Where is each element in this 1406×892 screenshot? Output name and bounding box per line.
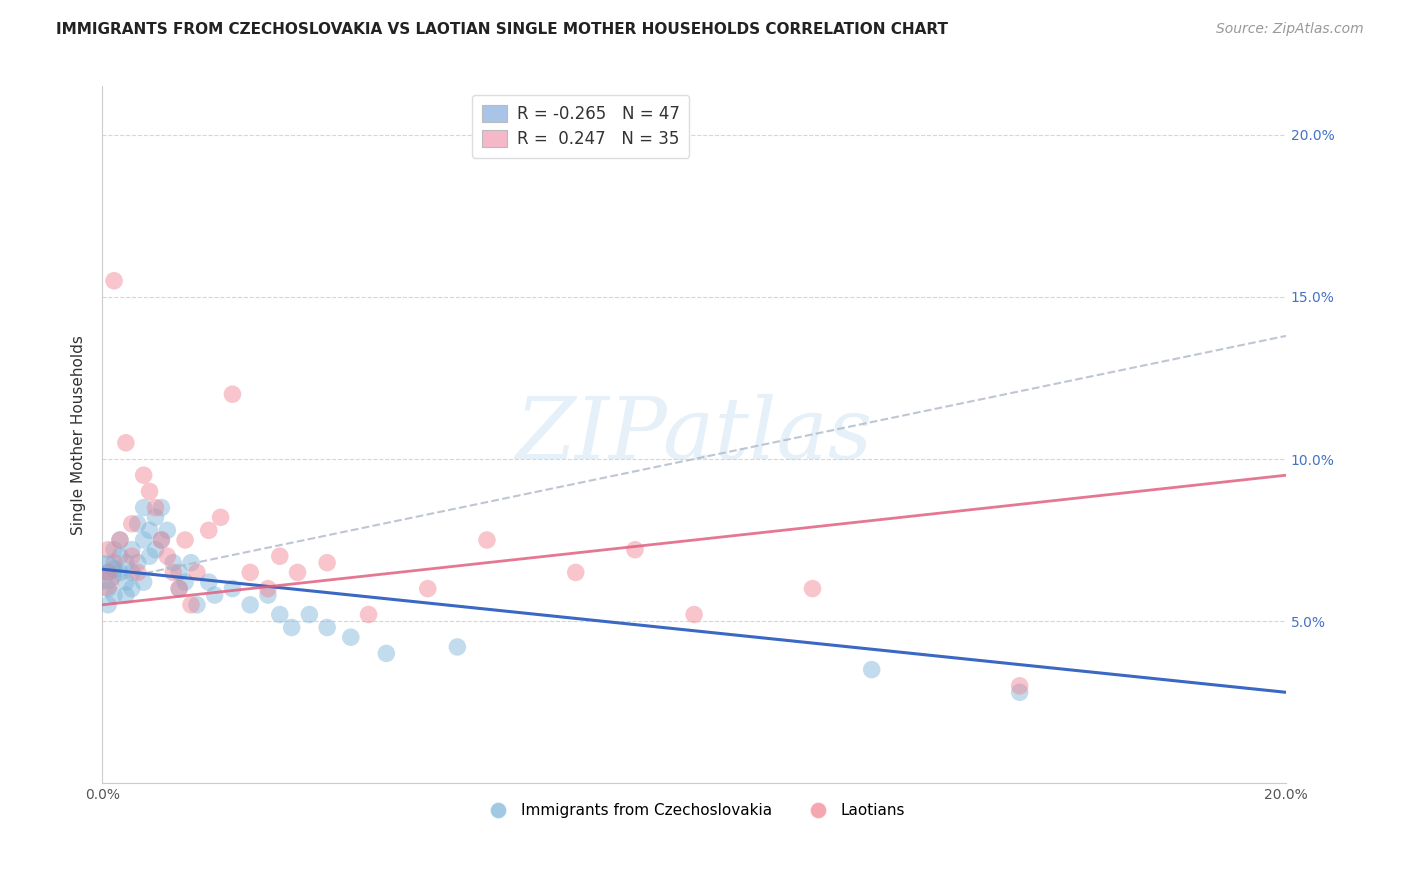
Point (1008, 679, 1031, 693)
Point (174, 533, 197, 547)
Point (180, 598, 202, 612)
Point (316, 620, 339, 634)
Point (121, 542, 143, 557)
Point (287, 566, 309, 580)
Text: IMMIGRANTS FROM CZECHOSLOVAKIA VS LAOTIAN SINGLE MOTHER HOUSEHOLDS CORRELATION C: IMMIGRANTS FROM CZECHOSLOVAKIA VS LAOTIA… (56, 22, 948, 37)
Point (186, 598, 208, 612)
Point (97, 566, 120, 580)
Point (145, 510, 167, 524)
Point (108, 566, 131, 580)
Point (801, 582, 824, 596)
Point (138, 484, 160, 499)
Point (316, 556, 339, 570)
Point (103, 556, 125, 570)
Point (416, 582, 439, 596)
Point (357, 607, 380, 622)
Point (115, 575, 138, 590)
Point (186, 566, 208, 580)
Point (127, 516, 149, 531)
Point (150, 533, 173, 547)
Point (197, 575, 219, 590)
Point (375, 647, 398, 661)
Point (221, 582, 243, 596)
Point (167, 566, 190, 580)
Point (257, 582, 280, 596)
Point (162, 556, 184, 570)
Point (97, 566, 120, 580)
Point (269, 607, 291, 622)
Point (180, 556, 202, 570)
Point (108, 533, 131, 547)
Point (298, 607, 321, 622)
Point (197, 523, 219, 537)
Point (121, 566, 143, 580)
Point (1008, 685, 1031, 699)
Point (121, 516, 143, 531)
Point (115, 588, 138, 602)
Point (150, 500, 173, 515)
Point (269, 549, 291, 564)
Point (127, 566, 149, 580)
Point (97, 598, 120, 612)
Point (108, 533, 131, 547)
Point (162, 566, 184, 580)
Point (624, 542, 647, 557)
Point (257, 588, 280, 602)
Point (132, 533, 155, 547)
Point (115, 435, 138, 450)
Point (156, 523, 179, 537)
Point (121, 582, 143, 596)
Point (475, 533, 498, 547)
Point (97, 542, 120, 557)
Point (221, 387, 243, 401)
Y-axis label: Single Mother Households: Single Mother Households (72, 334, 86, 534)
Point (860, 663, 883, 677)
Point (145, 500, 167, 515)
Point (121, 549, 143, 564)
Point (156, 549, 179, 564)
Point (340, 630, 363, 644)
Point (145, 542, 167, 557)
Text: ZIPatlas: ZIPatlas (516, 393, 873, 476)
Point (239, 598, 262, 612)
Point (115, 556, 138, 570)
Point (167, 582, 190, 596)
Text: Source: ZipAtlas.com: Source: ZipAtlas.com (1216, 22, 1364, 37)
Point (204, 588, 226, 602)
Point (138, 523, 160, 537)
Point (108, 549, 131, 564)
Point (239, 566, 262, 580)
Point (132, 500, 155, 515)
Point (127, 556, 149, 570)
Point (446, 640, 468, 654)
Point (174, 575, 197, 590)
Point (94, 566, 117, 580)
Point (564, 566, 586, 580)
Point (280, 620, 302, 634)
Point (103, 274, 125, 288)
Point (103, 588, 125, 602)
Point (132, 468, 155, 483)
Legend: Immigrants from Czechoslovakia, Laotians: Immigrants from Czechoslovakia, Laotians (477, 797, 911, 824)
Point (138, 549, 160, 564)
Point (103, 542, 125, 557)
Point (683, 607, 706, 622)
Point (94, 575, 117, 590)
Point (150, 533, 173, 547)
Point (103, 562, 125, 576)
Point (132, 575, 155, 590)
Point (97, 582, 120, 596)
Point (167, 582, 190, 596)
Point (209, 510, 232, 524)
